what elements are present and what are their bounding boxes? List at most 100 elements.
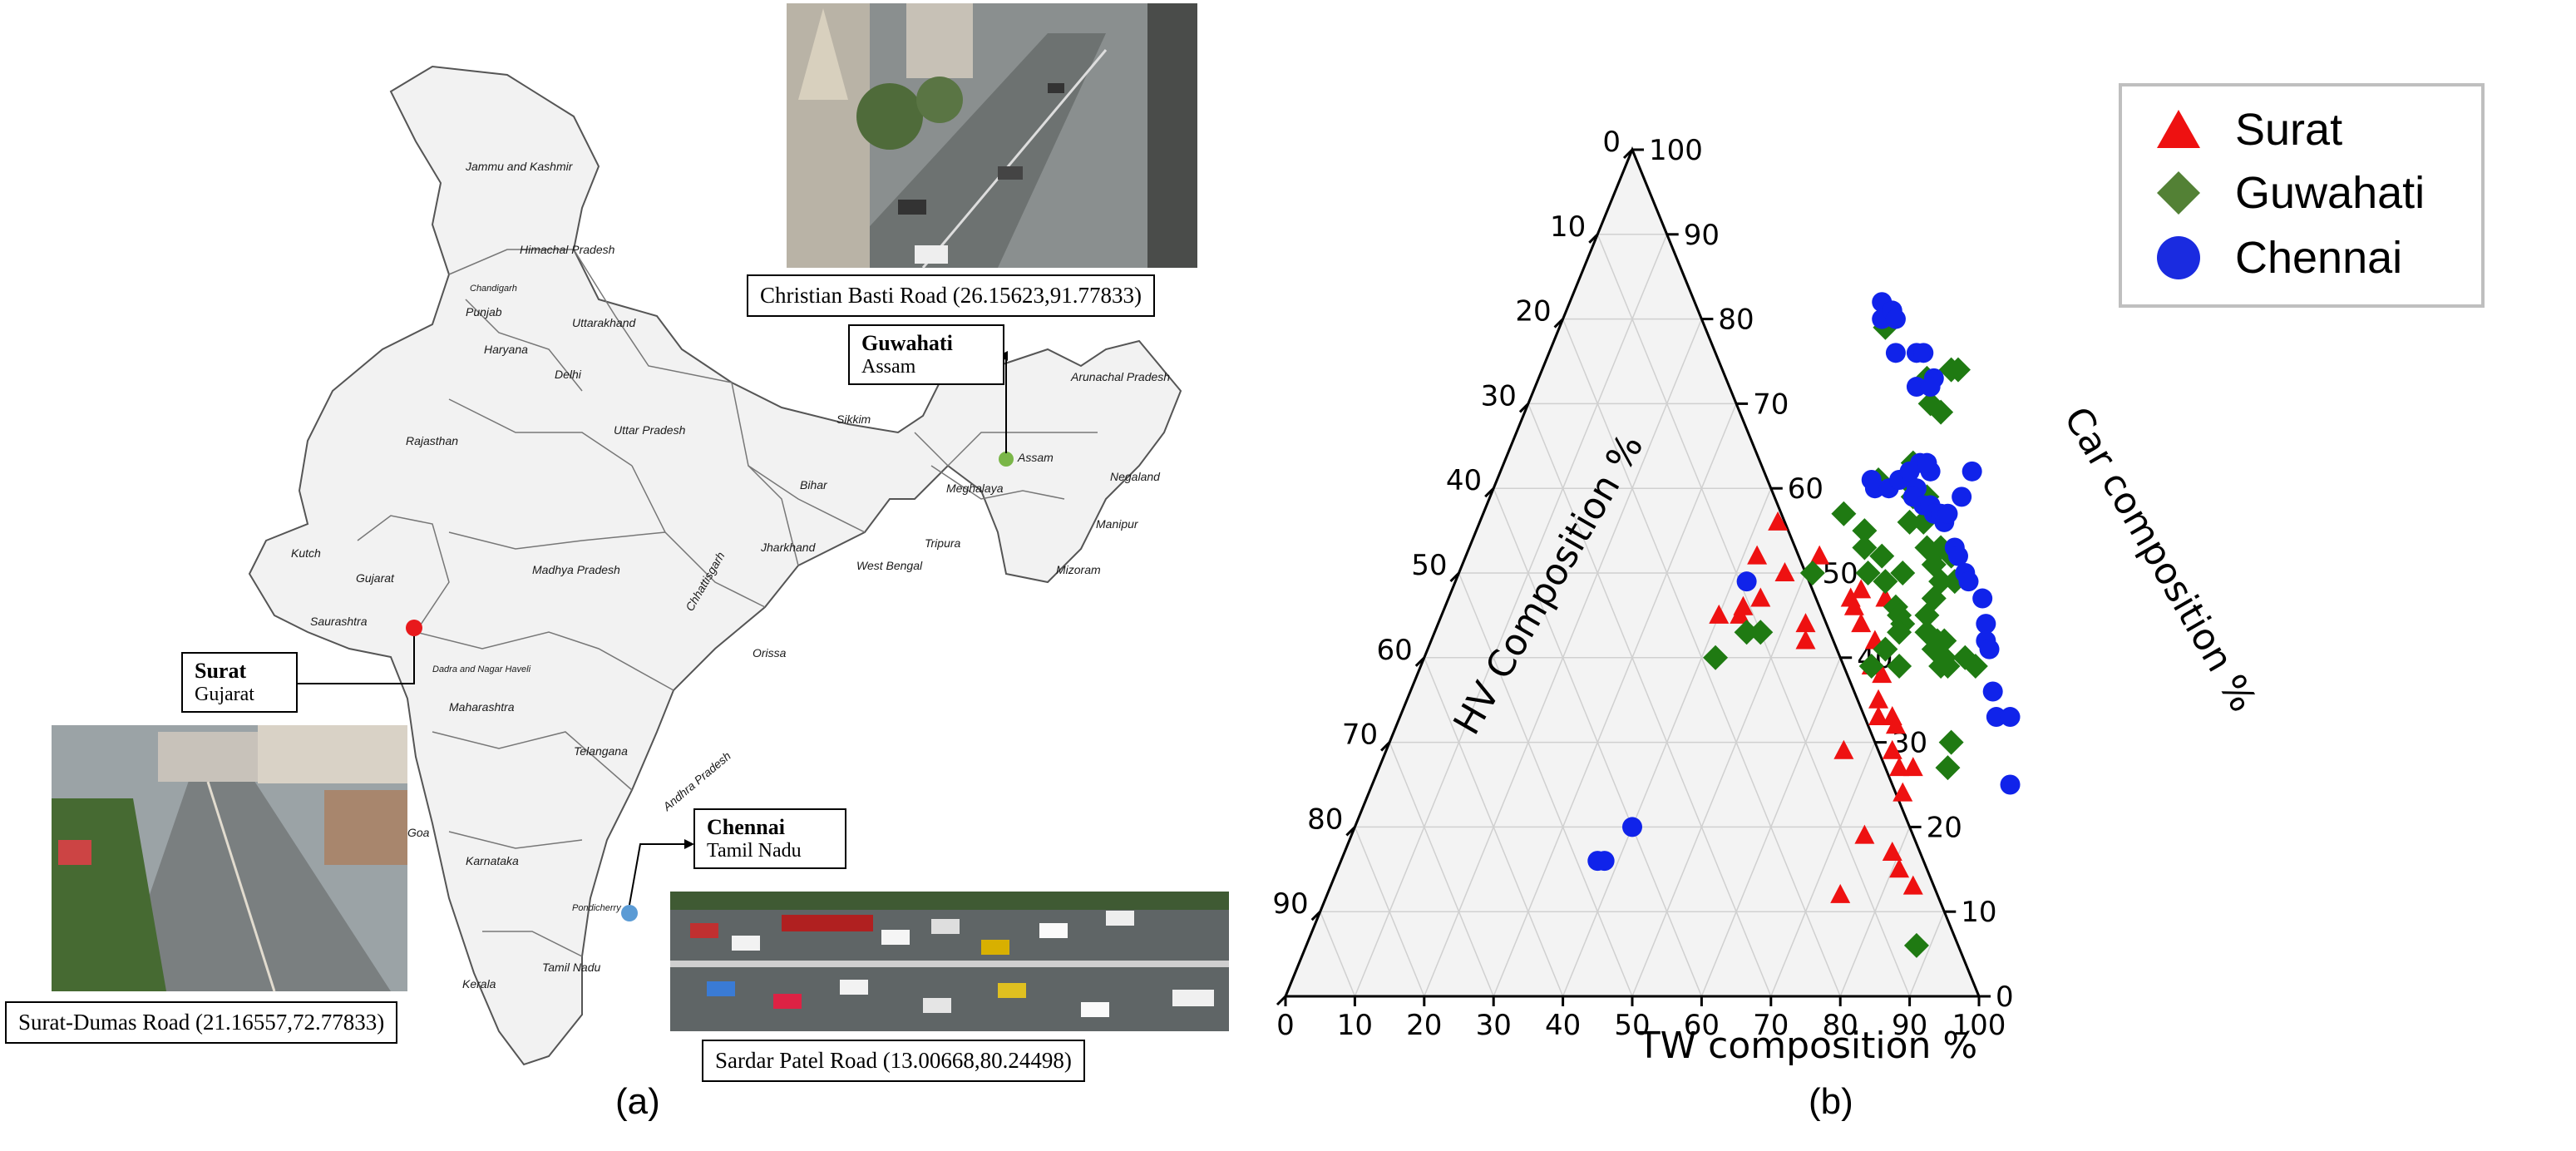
city-name: Surat: [195, 659, 247, 683]
tick-label-bottom: 50: [1614, 1009, 1650, 1042]
state-label: Pondicherry: [572, 903, 622, 913]
legend-label: Chennai: [2235, 233, 2403, 283]
triangle-icon: [2157, 110, 2200, 148]
state-label: Madhya Pradesh: [532, 563, 620, 576]
chennai-point: [1906, 377, 1927, 398]
tick-mark: [1276, 995, 1287, 1006]
surat-point: [1750, 587, 1771, 607]
chennai-point: [1937, 503, 1958, 524]
state-label: Telangana: [574, 744, 628, 758]
surat-point: [1885, 714, 1906, 734]
guwahati-point: [1748, 620, 1774, 645]
grid-line: [1700, 657, 1841, 997]
guwahati-point: [1852, 535, 1878, 561]
tick-label-left: 90: [1272, 887, 1308, 921]
surat-point: [1882, 739, 1902, 759]
state-name: Assam: [861, 356, 916, 378]
chennai-point: [2000, 707, 2021, 728]
state-label: Jharkhand: [760, 541, 817, 554]
tick-label-right: 70: [1753, 388, 1789, 421]
legend-item-surat: Surat: [2155, 105, 2342, 155]
chennai-marker: [621, 905, 638, 921]
tick-label-bottom: 90: [1892, 1009, 1927, 1042]
surat-point: [1843, 595, 1864, 615]
surat-point: [1833, 739, 1854, 759]
chennai-point: [1864, 478, 1885, 499]
state-label: Arunachal Pradesh: [1070, 370, 1170, 383]
chennai-callout: Chennai Tamil Nadu: [693, 808, 846, 869]
grid-line: [1320, 911, 1356, 997]
tick-mark: [1622, 148, 1634, 160]
guwahati-point: [1873, 636, 1898, 662]
tick-label-right: 0: [1996, 981, 2014, 1014]
state-label: Dadra and Nagar Haveli: [432, 664, 531, 674]
guwahati-point: [1852, 518, 1878, 544]
state-label: Kutch: [291, 546, 321, 560]
state-name: Gujarat: [195, 684, 254, 705]
city-name: Chennai: [707, 815, 785, 839]
tick-label-left: 100: [1272, 972, 1274, 1005]
state-label: Punjab: [466, 305, 502, 319]
chennai-point: [1952, 487, 1972, 507]
chennai-point: [1594, 851, 1615, 872]
grid-line: [1458, 572, 1633, 997]
tick-label-left: 60: [1377, 634, 1413, 667]
guwahati-point: [1938, 729, 1964, 755]
tick-mark: [1518, 403, 1529, 413]
guwahati-point: [1942, 569, 1967, 595]
tick-label-bottom: 100: [1952, 1009, 2006, 1042]
chennai-point: [1972, 588, 1993, 609]
guwahati-point: [1873, 569, 1898, 595]
state-label: Uttar Pradesh: [614, 423, 686, 437]
state-label: Tamil Nadu: [542, 961, 601, 974]
guwahati-point: [1928, 399, 1954, 425]
chennai-point: [2000, 774, 2021, 795]
chennai-point: [1962, 461, 1982, 482]
state-label: Negaland: [1110, 470, 1161, 483]
chennai-point: [1622, 817, 1642, 837]
state-label: Jammu and Kashmir: [465, 160, 574, 173]
tick-label-left: 10: [1550, 210, 1586, 244]
tick-label-bottom: 30: [1476, 1009, 1512, 1042]
guwahati-point: [1734, 620, 1759, 645]
surat-point: [1902, 875, 1923, 895]
tick-mark: [1553, 318, 1564, 329]
surat-road-photo: [52, 725, 407, 992]
state-boundaries: [357, 249, 1098, 957]
legend-item-chennai: Chennai: [2155, 233, 2402, 283]
state-label: Andhra Pradesh: [659, 748, 733, 813]
grid-line: [1631, 572, 1807, 997]
chennai-road-caption: Sardar Patel Road (13.00668,80.24498): [702, 1040, 1085, 1082]
chennai-point: [1979, 639, 2000, 659]
guwahati-point: [1887, 620, 1912, 645]
guwahati-point: [1962, 653, 1988, 679]
guwahati-road-caption: Christian Basti Road (26.15623,91.77833): [747, 274, 1155, 317]
guwahati-point: [1935, 755, 1961, 781]
guwahati-point: [1932, 628, 1957, 654]
india-map-panel: Jammu and Kashmir Himachal Pradesh Chand…: [52, 3, 1229, 1066]
state-label: Kerala: [462, 977, 496, 990]
grid-line: [1493, 403, 1737, 997]
guwahati-point: [1831, 501, 1857, 526]
grid-line: [1354, 234, 1668, 997]
surat-point: [1747, 545, 1768, 565]
chennai-point: [1913, 343, 1934, 363]
surat-point: [1893, 782, 1913, 802]
chennai-point: [1986, 707, 2006, 728]
guwahati-point: [1858, 653, 1884, 679]
state-label: West Bengal: [856, 559, 923, 572]
tick-label-left: 40: [1446, 464, 1482, 497]
grid-line: [1908, 911, 1945, 997]
state-name: Tamil Nadu: [707, 840, 802, 862]
chennai-point: [1947, 546, 1968, 566]
tick-label-right: 80: [1718, 304, 1754, 337]
grid-line: [1527, 403, 1772, 997]
chennai-point: [1920, 377, 1941, 398]
arrow-head: [684, 839, 694, 849]
chennai-road-photo: [670, 892, 1229, 1031]
guwahati-point: [1917, 391, 1943, 417]
ternary-points: [1587, 292, 2021, 958]
state-label: Sikkim: [836, 412, 871, 426]
guwahati-callout: Guwahati Assam: [848, 324, 1004, 385]
surat-point: [1854, 824, 1875, 844]
